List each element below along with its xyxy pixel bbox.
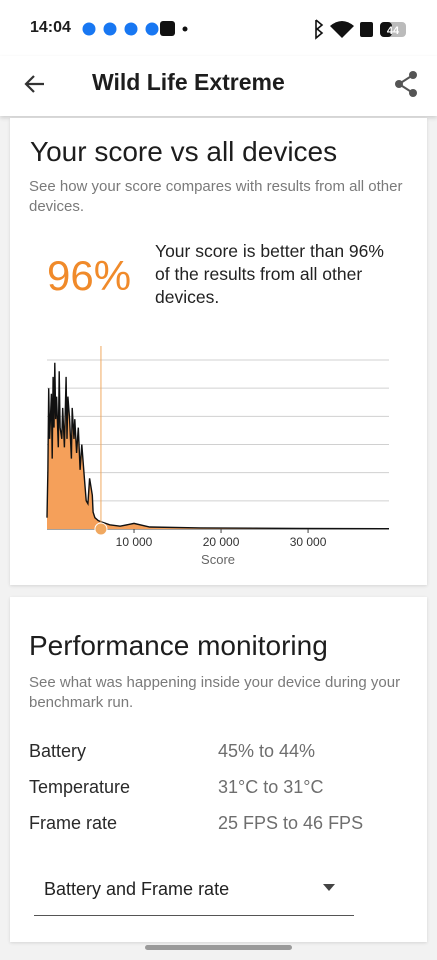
percentile-description: Your score is better than 96% of the res… [155,241,384,307]
card-title: Your score vs all devices [30,136,338,167]
app-bar: Wild Life Extreme [0,56,437,116]
dropdown-underline [34,915,354,916]
battery-level: 44 [387,25,400,37]
metric-value: 25 FPS to 46 FPS [218,813,364,833]
notification-icons [82,21,188,36]
metric-name: Battery [29,741,87,761]
score-card: Your score vs all devices See how your s… [10,118,427,585]
share-button[interactable] [393,70,421,98]
metric-name: Frame rate [29,813,118,833]
metric-name: Temperature [29,777,131,797]
card-title: Performance monitoring [29,630,328,661]
card-subtitle: See what was happening inside your devic… [29,674,401,711]
home-indicator [145,945,292,950]
x-tick-label: 10 000 [116,535,153,549]
percentile: 96% [47,252,132,299]
x-tick-label: 20 000 [203,535,240,549]
x-tick-label: 30 000 [290,535,327,549]
clock: 14:04 [30,19,71,36]
metric-value: 45% to 44% [218,741,316,761]
dropdown-arrow[interactable] [322,882,338,894]
system-icons: 44 [315,19,406,40]
x-axis-label: Score [201,552,235,567]
score-distribution-chart: 10 000 20 000 30 000 Score [46,346,390,567]
back-button[interactable] [22,71,48,97]
score-marker-dot [94,522,108,536]
status-bar: 14:04 44 [0,0,437,56]
distribution-area [47,362,389,529]
app-title: Wild Life Extreme [92,69,285,95]
metric-value: 31°C to 31°C [218,777,324,797]
card-subtitle: See how your score compares with results… [29,178,403,215]
dropdown-label[interactable]: Battery and Frame rate [44,879,230,899]
performance-card: Performance monitoring See what was happ… [10,597,427,942]
